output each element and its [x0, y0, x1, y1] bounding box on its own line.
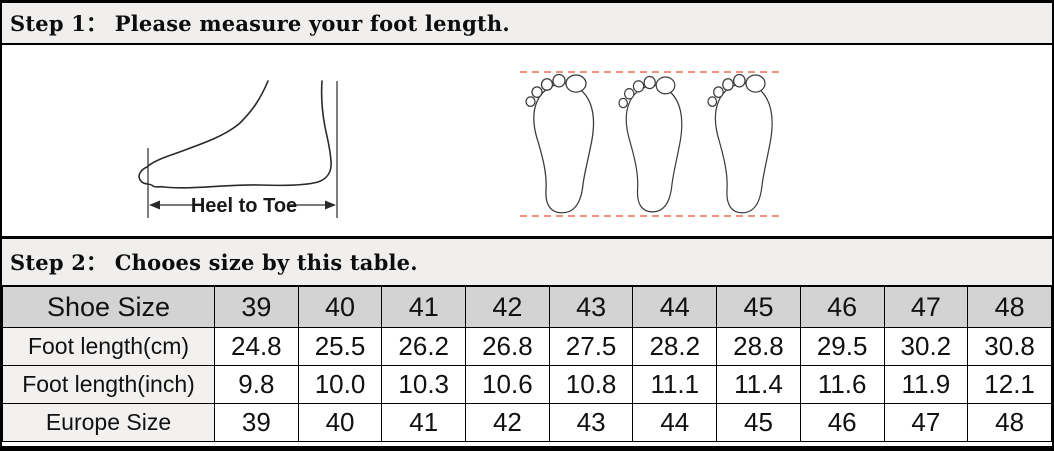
- size-value-cell: 30.8: [967, 327, 1052, 366]
- size-table-header-row: Shoe Size 39 40 41 42 43 44 45 46 47 48: [2, 285, 1052, 328]
- row-label-cell: Foot length(inch): [2, 365, 215, 404]
- size-value-cell: 29.5: [799, 327, 885, 366]
- size-table: Shoe Size 39 40 41 42 43 44 45 46 47 48 Foot length…: [2, 285, 1052, 442]
- size-value-cell: 39: [214, 285, 299, 328]
- size-value-cell: 48: [967, 285, 1052, 328]
- size-value-cell: 11.6: [799, 365, 885, 404]
- size-value-cell: 9.8: [214, 365, 299, 404]
- size-value-cell: 26.8: [465, 327, 550, 366]
- size-table-row: Europe Size 39 40 41 42 43 44 45 46 47 48: [2, 403, 1052, 442]
- size-value-cell: 39: [214, 403, 299, 442]
- size-value-cell: 47: [883, 403, 969, 442]
- step2-header: Step 2： Chooes size by this table.: [2, 239, 1052, 285]
- size-value-cell: 44: [632, 285, 718, 328]
- size-value-cell: 42: [465, 403, 550, 442]
- step1-title: Step 1： Please measure your foot length.: [10, 11, 510, 36]
- size-value-cell: 12.1: [967, 365, 1052, 404]
- right-arrowhead-icon: [325, 200, 336, 210]
- size-value-cell: 44: [632, 403, 718, 442]
- size-value-cell: 11.9: [883, 365, 969, 404]
- footprint-icon: [525, 73, 595, 214]
- size-value-cell: 45: [716, 403, 801, 442]
- size-value-cell: 10.0: [297, 365, 383, 404]
- size-value-cell: 46: [799, 285, 885, 328]
- size-value-cell: 25.5: [297, 327, 383, 366]
- size-value-cell: 28.8: [716, 327, 801, 366]
- footprint-icon: [707, 73, 773, 214]
- row-label-cell: Foot length(cm): [2, 327, 215, 366]
- size-value-cell: 46: [799, 403, 885, 442]
- left-arrowhead-icon: [149, 200, 160, 210]
- size-value-cell: 30.2: [883, 327, 969, 366]
- size-value-cell: 10.3: [381, 365, 467, 404]
- size-value-cell: 40: [297, 285, 383, 328]
- size-value-cell: 48: [967, 403, 1052, 442]
- size-value-cell: 11.4: [716, 365, 801, 404]
- heel-to-toe-label: Heel to Toe: [191, 195, 297, 217]
- row-label-cell: Europe Size: [2, 403, 215, 442]
- size-value-cell: 45: [716, 285, 801, 328]
- size-table-row: Foot length(inch) 9.8 10.0 10.3 10.6 10.8 11.1…: [2, 365, 1052, 404]
- size-value-cell: 42: [465, 285, 550, 328]
- size-value-cell: 26.2: [381, 327, 467, 366]
- size-value-cell: 27.5: [548, 327, 634, 366]
- size-value-cell: 43: [548, 285, 634, 328]
- footprint-icon: [618, 75, 683, 213]
- size-table-row: Foot length(cm) 24.8 25.5 26.2 26.8 27.5 28.2 2…: [2, 327, 1052, 366]
- step2-title: Step 2： Chooes size by this table.: [10, 250, 418, 275]
- row-label-cell: Shoe Size: [2, 285, 215, 328]
- size-value-cell: 24.8: [214, 327, 299, 366]
- size-value-cell: 41: [381, 285, 467, 328]
- size-value-cell: 28.2: [632, 327, 718, 366]
- size-value-cell: 40: [297, 403, 383, 442]
- foot-measure-drawing: Heel to Toe: [138, 71, 780, 218]
- size-value-cell: 43: [548, 403, 634, 442]
- size-value-cell: 47: [883, 285, 969, 328]
- size-value-cell: 11.1: [632, 365, 718, 404]
- foot-side-view-icon: Heel to Toe: [138, 80, 338, 218]
- size-value-cell: 10.8: [548, 365, 634, 404]
- size-value-cell: 41: [381, 403, 467, 442]
- step1-header: Step 1： Please measure your foot length.: [2, 3, 1052, 45]
- size-value-cell: 10.6: [465, 365, 550, 404]
- measure-illustration: Heel to Toe: [2, 45, 1052, 239]
- size-table-body: Shoe Size 39 40 41 42 43 44 45 46 47 48 Foot length…: [2, 285, 1052, 442]
